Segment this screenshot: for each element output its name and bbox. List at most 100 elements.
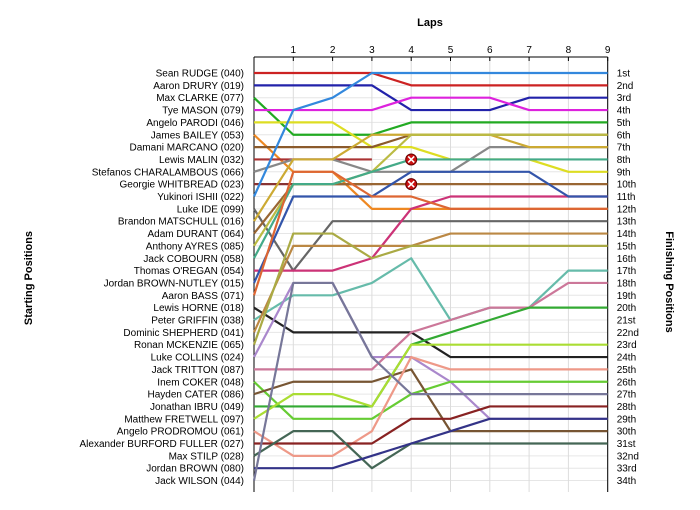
lap-tick-label: 2: [330, 45, 336, 56]
lap-tick-label: 8: [566, 45, 572, 56]
driver-line: [253, 343, 608, 420]
finishing-position-label: 7th: [617, 143, 631, 154]
finishing-position-label: 9th: [617, 167, 631, 178]
driver-line: [253, 257, 608, 322]
finishing-position-label: 29th: [617, 414, 636, 425]
finishing-position-label: 26th: [617, 377, 636, 388]
finishing-position-label: 28th: [617, 402, 636, 413]
finishing-position-label: 14th: [617, 229, 636, 240]
finishing-position-label: 24th: [617, 353, 636, 364]
finishing-position-label: 6th: [617, 130, 631, 141]
finishing-position-label: 23rd: [617, 340, 637, 351]
driver-label: Lewis MALIN (032): [159, 155, 244, 166]
driver-label: Jordan BROWN-NUTLEY (015): [104, 278, 244, 289]
driver-line: [253, 380, 608, 420]
retirement-marker: [405, 153, 418, 166]
retirement-markers: [405, 153, 418, 191]
finishing-position-label: 22nd: [617, 328, 639, 339]
finishing-position-label: 33rd: [617, 464, 637, 475]
driver-label: Dominic SHEPHERD (041): [123, 328, 244, 339]
finishing-position-label: 34th: [617, 476, 636, 487]
driver-label: Angelo PARODI (046): [146, 118, 244, 129]
lap-tick-label: 5: [448, 45, 454, 56]
driver-label: Aaron BASS (071): [162, 291, 244, 302]
driver-label: Max CLARKE (077): [156, 93, 244, 104]
driver-label: Brandon MATSCHULL (016): [118, 217, 244, 228]
lap-tick-label: 4: [408, 45, 414, 56]
driver-label: Angelo PRODROMOU (061): [117, 427, 244, 438]
driver-label: Jordan BROWN (080): [146, 464, 244, 475]
driver-line: [254, 405, 608, 445]
driver-line: [254, 96, 608, 112]
driver-line: [253, 96, 608, 136]
finishing-position-label: 1st: [617, 69, 631, 80]
driver-label: Georgie WHITBREAD (023): [120, 180, 244, 191]
driver-line: [254, 84, 608, 112]
driver-line: [252, 281, 608, 481]
driver-label: Alexander BURFORD FULLER (027): [80, 439, 245, 450]
driver-label: Aaron DRURY (019): [153, 81, 244, 92]
driver-label: Max STILP (028): [169, 451, 244, 462]
finishing-position-label: 27th: [617, 390, 636, 401]
driver-label: Anthony AYRES (085): [146, 241, 244, 252]
finishing-position-label: 4th: [617, 106, 631, 117]
retirement-marker: [405, 178, 418, 191]
driver-label: Lewis HORNE (018): [153, 303, 244, 314]
retirement-marker-cross: [407, 155, 415, 164]
driver-label: Peter GRIFFIN (038): [151, 316, 244, 327]
finishing-position-label: 25th: [617, 365, 636, 376]
driver-line: [254, 306, 608, 408]
finishing-position-label: 21st: [617, 316, 636, 327]
driver-line: [254, 281, 608, 371]
driver-line: [253, 158, 608, 259]
finishing-position-label: 15th: [617, 241, 636, 252]
lap-tick-label: 9: [605, 45, 611, 56]
finishing-position-label: 16th: [617, 254, 636, 265]
finishing-position-label: 19th: [617, 291, 636, 302]
driver-label: Sean RUDGE (040): [156, 69, 244, 80]
finishing-position-label: 17th: [617, 266, 636, 277]
finishing-position-label: 8th: [617, 155, 631, 166]
driver-label: Tye MASON (079): [162, 106, 244, 117]
driver-line: [254, 417, 608, 470]
finishing-position-label: 20th: [617, 303, 636, 314]
driver-label: Ronan MCKENZIE (065): [134, 340, 244, 351]
finishing-position-label: 5th: [617, 118, 631, 129]
driver-line: [253, 355, 608, 457]
driver-label: Stefanos CHARALAMBOUS (066): [92, 167, 244, 178]
driver-label: James BAILEY (053): [151, 130, 244, 141]
finishing-position-label: 10th: [617, 180, 636, 191]
right-axis-title: Finishing Positions: [663, 231, 675, 332]
finishing-position-label: 18th: [617, 278, 636, 289]
retirement-marker-cross: [407, 180, 415, 188]
driver-line: [253, 430, 608, 470]
driver-line: [253, 368, 608, 433]
driver-label: Jonathan IBRU (049): [150, 402, 244, 413]
driver-label: Jack COBOURN (058): [143, 254, 244, 265]
left-axis-title: Starting Positions: [23, 231, 35, 325]
driver-line: [252, 232, 608, 333]
finishing-position-label: 13th: [617, 217, 636, 228]
driver-label: Thomas O'REGAN (054): [134, 266, 244, 277]
finishing-position-label: 3rd: [617, 93, 631, 104]
lap-tick-label: 3: [369, 45, 375, 56]
driver-line: [254, 121, 608, 173]
finishing-position-label: 31st: [617, 439, 636, 450]
driver-line: [252, 71, 608, 197]
driver-label: Adam DURANT (064): [147, 229, 244, 240]
top-axis-title: Laps: [417, 17, 443, 29]
axes: Laps Starting Positions Finishing Positi…: [23, 17, 675, 492]
lap-tick-label: 7: [526, 45, 532, 56]
finishing-position-label: 30th: [617, 427, 636, 438]
driver-line: [252, 232, 608, 346]
driver-label: Jack WILSON (044): [155, 476, 244, 487]
finishing-position-label: 11th: [617, 192, 636, 203]
lap-tick-label: 6: [487, 45, 493, 56]
driver-label: Luke IDE (099): [177, 204, 244, 215]
driver-line: [252, 170, 608, 284]
driver-label: Damani MARCANO (020): [130, 143, 244, 154]
